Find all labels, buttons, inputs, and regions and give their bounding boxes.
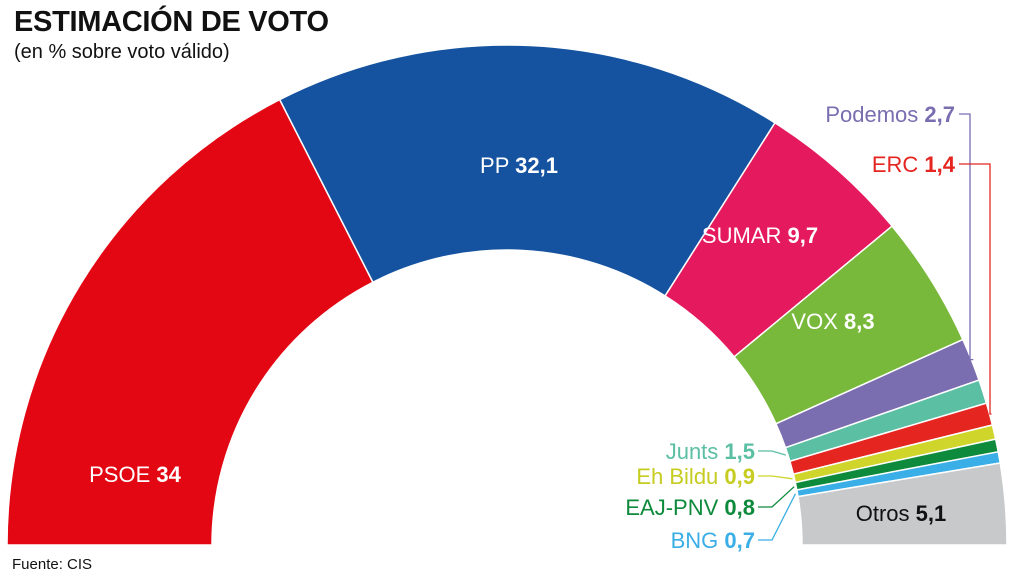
label-value-psoe: 34 xyxy=(156,462,181,487)
label-value-podemos: 2,7 xyxy=(924,102,955,127)
label-name-podemos: Podemos xyxy=(825,102,924,127)
leader-line-eaj-pnv xyxy=(758,486,795,508)
label-name-psoe: PSOE xyxy=(89,462,156,487)
label-value-otros: 5,1 xyxy=(916,501,947,526)
label-name-pp: PP xyxy=(480,153,515,178)
leader-line-podemos xyxy=(959,113,974,361)
label-erc: ERC 1,4 xyxy=(872,152,956,177)
chart-title: ESTIMACIÓN DE VOTO xyxy=(14,6,329,38)
label-bng: BNG 0,7 xyxy=(671,528,755,553)
label-vox: VOX 8,3 xyxy=(791,309,874,334)
label-name-erc: ERC xyxy=(872,152,925,177)
label-name-junts: Junts xyxy=(666,439,725,464)
label-eaj-pnv: EAJ-PNV 0,8 xyxy=(625,495,755,520)
label-otros: Otros 5,1 xyxy=(856,501,947,526)
label-value-eh-bildu: 0,9 xyxy=(724,464,755,489)
label-value-bng: 0,7 xyxy=(724,528,755,553)
label-psoe: PSOE 34 xyxy=(89,462,181,487)
label-podemos: Podemos 2,7 xyxy=(825,102,955,127)
segment-pp xyxy=(278,44,777,297)
label-eh-bildu: Eh Bildu 0,9 xyxy=(636,464,755,489)
label-name-eh-bildu: Eh Bildu xyxy=(636,464,724,489)
label-name-eaj-pnv: EAJ-PNV xyxy=(625,495,724,520)
label-name-vox: VOX xyxy=(791,309,844,334)
label-value-eaj-pnv: 0,8 xyxy=(724,495,755,520)
segment-psoe xyxy=(6,98,374,546)
label-name-sumar: SUMAR xyxy=(702,223,788,248)
label-value-junts: 1,5 xyxy=(724,439,755,464)
label-name-bng: BNG xyxy=(671,528,725,553)
leader-line-junts xyxy=(758,450,787,456)
label-sumar: SUMAR 9,7 xyxy=(702,223,818,248)
leader-line-eh-bildu xyxy=(758,475,793,480)
label-name-otros: Otros xyxy=(856,501,916,526)
label-value-pp: 32,1 xyxy=(515,153,558,178)
label-pp: PP 32,1 xyxy=(480,153,558,178)
source-note: Fuente: CIS xyxy=(12,556,93,573)
label-value-vox: 8,3 xyxy=(844,309,875,334)
label-value-sumar: 9,7 xyxy=(787,223,818,248)
label-junts: Junts 1,5 xyxy=(666,439,755,464)
chart-subtitle: (en % sobre voto válido) xyxy=(14,41,230,63)
leader-line-bng xyxy=(758,493,797,541)
leader-line-erc xyxy=(959,163,992,415)
segment-otros xyxy=(797,462,1008,546)
label-value-erc: 1,4 xyxy=(924,152,955,177)
